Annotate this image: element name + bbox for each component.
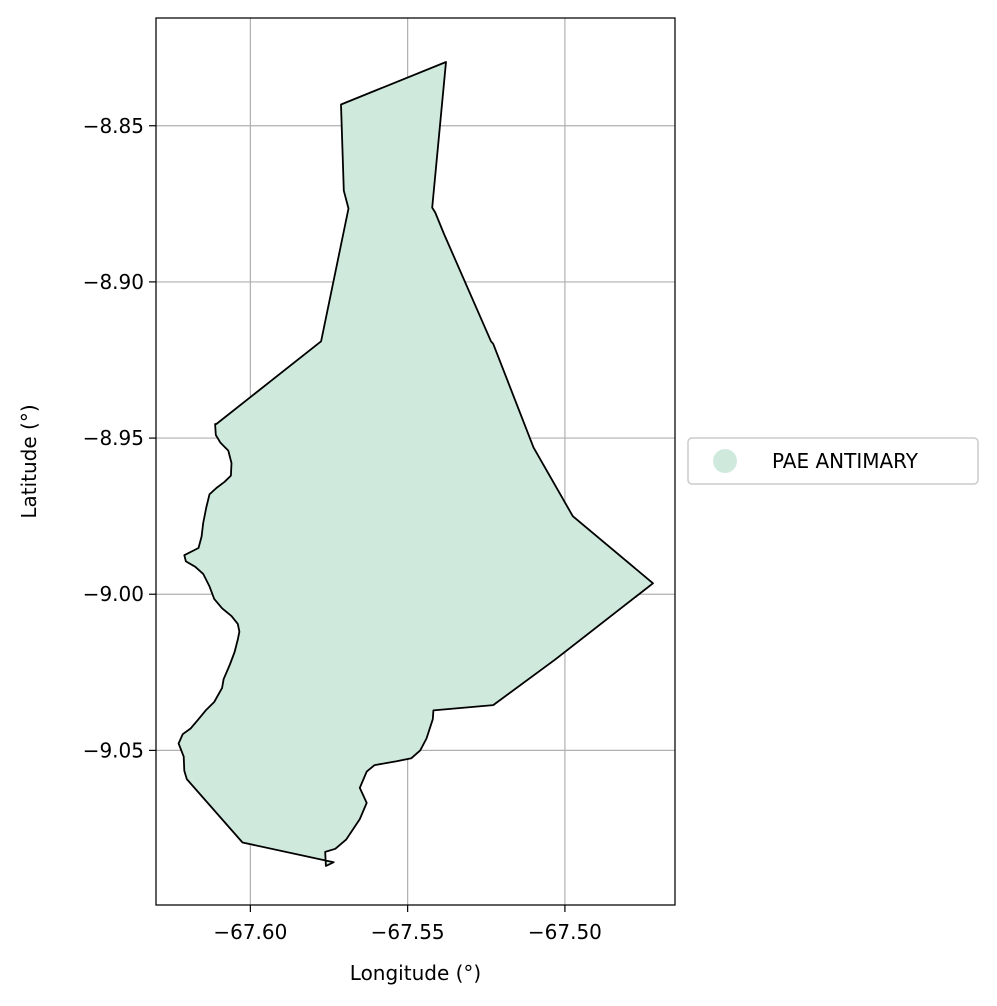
y-tick-label: −8.95 bbox=[83, 426, 144, 450]
pae-antimary-polygon bbox=[177, 61, 654, 867]
legend: PAE ANTIMARY bbox=[687, 437, 979, 485]
y-tick-label: −9.00 bbox=[83, 582, 144, 606]
legend-marker-icon bbox=[713, 449, 737, 473]
map-area bbox=[177, 61, 654, 867]
y-axis-label: Latitude (°) bbox=[17, 404, 41, 518]
y-tick-label: −9.05 bbox=[83, 738, 144, 762]
y-tick-label: −8.90 bbox=[83, 270, 144, 294]
x-tick-label: −67.55 bbox=[371, 920, 445, 944]
x-tick-label: −67.60 bbox=[213, 920, 287, 944]
y-tick-label: −8.85 bbox=[83, 114, 144, 138]
x-axis-label: Longitude (°) bbox=[350, 961, 481, 985]
x-tick-label: −67.50 bbox=[528, 920, 602, 944]
legend-label: PAE ANTIMARY bbox=[772, 449, 919, 473]
axes-frame bbox=[155, 17, 676, 906]
axis-ticks: −67.60 −67.55 −67.50 −8.85 −8.90 −8.95 −9.00 −9… bbox=[83, 114, 602, 944]
legend-box bbox=[687, 437, 979, 485]
